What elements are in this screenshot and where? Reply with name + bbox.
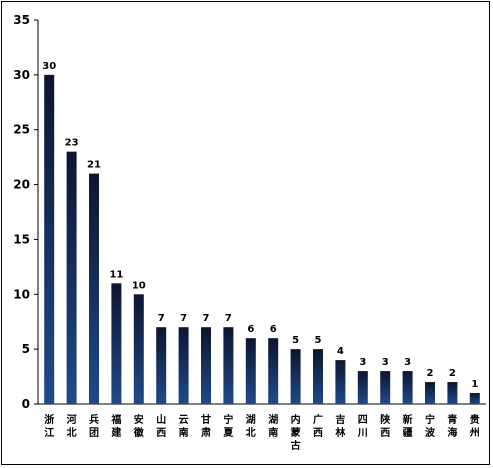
y-tick-label: 5 (22, 342, 30, 356)
data-label: 3 (404, 357, 411, 368)
bar-0 (44, 74, 55, 404)
bar-15 (380, 371, 391, 404)
data-label: 7 (158, 313, 165, 324)
bar-10 (268, 338, 279, 404)
category-label: 甘肃 (201, 413, 211, 439)
category-label: 湖北 (246, 413, 256, 439)
bar-11 (290, 349, 301, 404)
data-label: 2 (427, 368, 434, 379)
data-label: 11 (109, 269, 123, 280)
data-label: 3 (359, 357, 366, 368)
bar-8 (223, 327, 234, 404)
y-tick-label: 0 (22, 397, 30, 411)
category-label: 云南 (179, 414, 189, 439)
y-tick-label: 25 (13, 123, 30, 137)
data-label: 7 (180, 313, 187, 324)
bar-18 (447, 382, 458, 404)
data-label: 4 (337, 346, 344, 357)
category-label: 河北 (67, 414, 77, 439)
category-label: 新疆 (403, 413, 413, 439)
category-label: 湖南 (268, 413, 278, 439)
data-label: 5 (292, 335, 299, 346)
data-label: 6 (247, 324, 254, 335)
bar-4 (133, 294, 144, 404)
bar-5 (156, 327, 167, 404)
data-label: 5 (315, 335, 322, 346)
bar-3 (111, 283, 122, 404)
category-label: 宁夏 (222, 413, 234, 439)
bar-6 (178, 327, 189, 404)
bar-14 (357, 371, 368, 404)
data-label: 2 (449, 368, 456, 379)
category-label: 安徽 (133, 413, 145, 439)
y-axis-ticks: 0 5 10 15 20 25 30 35 (13, 13, 38, 411)
category-label: 内蒙古 (291, 413, 301, 452)
data-label: 7 (203, 313, 210, 324)
category-label: 福建 (110, 413, 122, 439)
bar-13 (335, 360, 346, 404)
y-tick-label: 20 (13, 178, 30, 192)
category-label: 广西 (313, 413, 323, 439)
category-label: 吉林 (335, 413, 346, 439)
bar-9 (245, 338, 256, 404)
bar-1 (66, 151, 77, 404)
bar-16 (402, 371, 413, 404)
category-label: 山西 (156, 413, 166, 439)
data-label: 23 (65, 138, 79, 149)
category-label: 陕西 (380, 413, 390, 439)
category-label: 宁波 (425, 413, 436, 439)
data-label: 1 (471, 379, 478, 390)
bar-7 (201, 327, 211, 404)
bar-2 (89, 173, 99, 404)
data-label: 6 (270, 324, 277, 335)
data-label: 10 (132, 280, 146, 291)
data-label: 7 (225, 313, 232, 324)
y-tick-label: 30 (13, 68, 30, 82)
data-label: 21 (87, 160, 101, 171)
bar-12 (313, 349, 323, 404)
bars (44, 74, 480, 404)
bar-17 (425, 382, 435, 404)
data-label: 3 (382, 357, 389, 368)
category-label: 四川 (357, 414, 368, 439)
category-label: 青海 (447, 413, 457, 439)
category-label: 浙江 (44, 413, 54, 439)
y-tick-label: 35 (13, 13, 30, 27)
data-label: 30 (42, 61, 56, 72)
bar-19 (469, 393, 480, 404)
axes (37, 20, 486, 405)
y-tick-label: 10 (13, 287, 30, 301)
category-label: 兵团 (89, 413, 99, 439)
category-label: 贵州 (469, 413, 480, 439)
y-tick-label: 15 (13, 232, 30, 246)
